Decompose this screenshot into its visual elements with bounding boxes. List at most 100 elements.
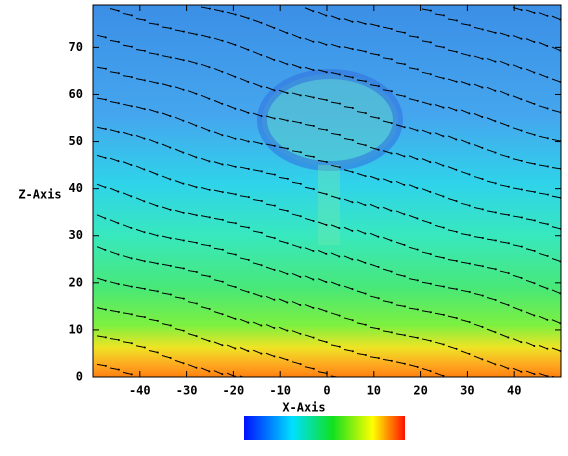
vector-arrow (135, 106, 145, 110)
vector-arrow (356, 353, 366, 356)
vector-head (468, 204, 471, 207)
vector-arrow (460, 289, 470, 293)
vector-head (364, 50, 367, 53)
vector-arrow (278, 117, 288, 122)
vector-head (169, 115, 172, 118)
vector-head (143, 287, 146, 290)
vector-arrow (408, 214, 418, 219)
vector-head (195, 92, 198, 95)
vector-arrow (330, 101, 340, 105)
vector-head (325, 99, 328, 102)
vector-head (455, 259, 458, 262)
vector-arrow (395, 30, 405, 34)
vector-arrow (525, 218, 535, 221)
vector-head (143, 260, 146, 263)
vector-head (208, 340, 211, 343)
vector-head (312, 40, 315, 43)
vector-head (312, 278, 315, 281)
vector-arrow (538, 135, 548, 139)
vector-head (325, 252, 328, 255)
vector-head (182, 329, 185, 332)
vector-head (221, 344, 224, 347)
vector-arrow (135, 197, 145, 202)
vector-arrow (317, 339, 327, 343)
vector-arrow (148, 261, 158, 265)
vector-head (390, 122, 393, 125)
vector-arrow (512, 187, 522, 191)
vector-head (208, 307, 211, 310)
vector-arrow (473, 355, 483, 360)
vector-head (468, 24, 471, 27)
vector-head (494, 182, 497, 185)
vector-head (481, 358, 484, 361)
vector-arrow (343, 106, 353, 109)
vector-arrow (395, 304, 405, 307)
vector-head (494, 60, 497, 63)
vector-arrow (499, 122, 509, 127)
vector-head (468, 142, 471, 145)
vector-head (377, 297, 380, 300)
vector-arrow (343, 317, 353, 321)
vector-head (416, 99, 419, 102)
vector-arrow (408, 35, 418, 38)
vector-arrow (96, 214, 106, 219)
vector-head (299, 332, 302, 335)
vector-arrow (148, 170, 158, 175)
vector-head (429, 161, 432, 164)
vector-head (416, 336, 419, 339)
vector-arrow (473, 176, 483, 180)
vector-arrow (161, 235, 171, 239)
vector-arrow (447, 78, 457, 83)
vector-arrow (434, 192, 444, 197)
vector-arrow (486, 29, 496, 34)
vector-arrow (369, 232, 379, 238)
vector-head (338, 284, 341, 287)
vector-arrow (551, 46, 561, 52)
vector-arrow (512, 306, 522, 311)
vector-arrow (213, 189, 223, 193)
vector-arrow (486, 180, 496, 184)
vector-head (455, 347, 458, 350)
vector-arrow (421, 219, 431, 224)
vector-head (247, 258, 250, 261)
vector-head (182, 297, 185, 300)
vector-arrow (304, 366, 314, 370)
vector-arrow (512, 338, 522, 343)
vector-arrow (447, 315, 457, 319)
vector-arrow (421, 101, 431, 106)
vector-head (481, 265, 484, 268)
vector-arrow (252, 199, 262, 202)
vector-head (325, 341, 328, 344)
vector-head (377, 357, 380, 360)
vector-arrow (538, 42, 548, 47)
vector-arrow (421, 367, 431, 372)
vector-head (442, 256, 445, 259)
vector-head (312, 220, 315, 223)
bubble (257, 69, 403, 171)
vector-head (468, 112, 471, 115)
vector-arrow (356, 322, 366, 326)
vector-head (234, 222, 237, 225)
vector-head (156, 204, 159, 207)
vector-arrow (551, 195, 561, 199)
vector-head (156, 262, 159, 265)
vector-head (546, 287, 549, 290)
vector-arrow (356, 142, 366, 146)
vector-head (390, 27, 393, 30)
vector-arrow (317, 221, 327, 226)
vector-arrow (512, 127, 522, 132)
vector-head (403, 95, 406, 98)
vector-arrow (239, 347, 249, 352)
vector-head (442, 226, 445, 229)
vector-head (182, 151, 185, 154)
vector-head (351, 171, 354, 174)
vector-arrow (304, 123, 314, 127)
vector-head (442, 46, 445, 49)
vector-head (299, 275, 302, 278)
vector-arrow (187, 333, 197, 337)
vector-head (260, 352, 263, 355)
vector-arrow (187, 121, 197, 127)
vector-arrow (473, 207, 483, 210)
vector-head (429, 311, 432, 314)
vector-arrow (395, 124, 405, 128)
